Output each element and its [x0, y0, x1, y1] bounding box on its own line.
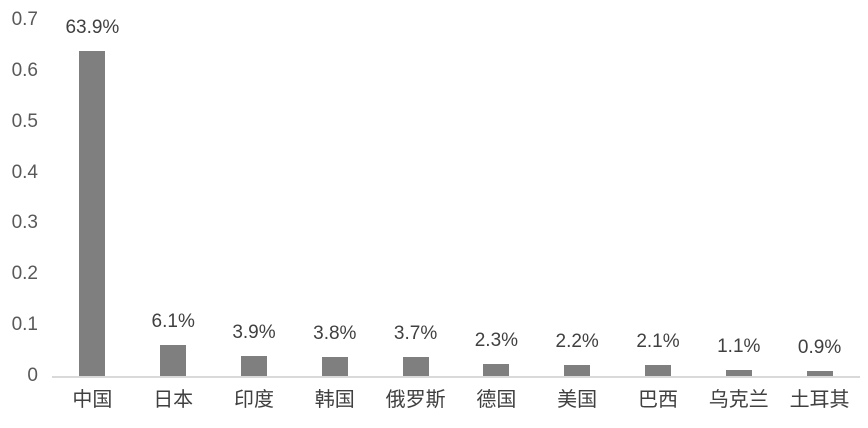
bar — [483, 364, 510, 376]
category-label: 德国 — [476, 389, 517, 411]
bar — [402, 357, 429, 376]
data-label: 2.2% — [555, 330, 599, 352]
bar-slot: 1.1% 乌克兰 — [698, 20, 779, 411]
y-axis-tick-label: 0.5 — [11, 110, 38, 132]
category-label: 俄罗斯 — [385, 389, 446, 411]
bar-slot: 3.7% 俄罗斯 — [375, 20, 456, 411]
y-axis-tick-label: 0.7 — [11, 9, 38, 30]
bar — [240, 356, 267, 376]
y-axis-tick-label: 0.3 — [11, 212, 38, 234]
category-label: 韩国 — [314, 389, 355, 411]
data-label: 3.8% — [313, 322, 357, 344]
bar-slot: 63.9% 中国 — [52, 17, 133, 411]
y-axis-tick-label: 0.2 — [11, 263, 38, 285]
bar — [321, 356, 348, 376]
bar-slot: 2.1% 巴西 — [618, 20, 699, 411]
category-label: 土耳其 — [789, 389, 850, 411]
bar-slot: 2.3% 德国 — [456, 20, 537, 411]
data-label: 2.3% — [474, 330, 519, 352]
category-label: 巴西 — [637, 389, 678, 411]
bar-slot: 3.8% 韩国 — [294, 20, 375, 411]
bar-slot: 2.2% 美国 — [537, 20, 618, 411]
bar — [725, 370, 752, 376]
data-label: 0.9% — [797, 337, 842, 359]
data-label: 3.7% — [393, 323, 438, 345]
category-label: 美国 — [557, 389, 598, 411]
bar-slot: 6.1% 日本 — [133, 20, 214, 411]
x-axis-line — [52, 376, 860, 378]
category-label: 乌克兰 — [708, 389, 769, 411]
y-axis-tick-label: 0.6 — [11, 59, 38, 81]
category-label: 印度 — [233, 389, 274, 411]
bar — [160, 345, 187, 376]
bar — [644, 365, 671, 376]
y-axis: 0 0.1 0.2 0.3 0.4 0.5 0.6 0.7 — [0, 9, 40, 386]
y-axis-tick-label: 0.4 — [11, 161, 38, 183]
data-label: 6.1% — [151, 311, 195, 332]
bar-slot: 0.9% 土耳其 — [779, 20, 860, 411]
bar — [79, 51, 106, 376]
bar — [806, 371, 833, 376]
data-label: 3.9% — [232, 322, 276, 344]
y-axis-tick-label: 0.1 — [11, 314, 38, 336]
plot-area: 63.9% 中国 6.1% 日本 3.9% 印度 3.8% 韩国 3.7% 俄罗斯 2.3% 德国 2.… — [52, 17, 860, 411]
data-label: 1.1% — [717, 336, 761, 358]
category-label: 中国 — [72, 389, 113, 411]
bar-slot: 3.9% 印度 — [214, 20, 295, 411]
bar — [564, 364, 591, 376]
data-label: 63.9% — [65, 17, 120, 38]
category-label: 日本 — [153, 389, 194, 411]
y-axis-tick-label: 0 — [27, 365, 38, 386]
data-label: 2.1% — [636, 331, 680, 353]
